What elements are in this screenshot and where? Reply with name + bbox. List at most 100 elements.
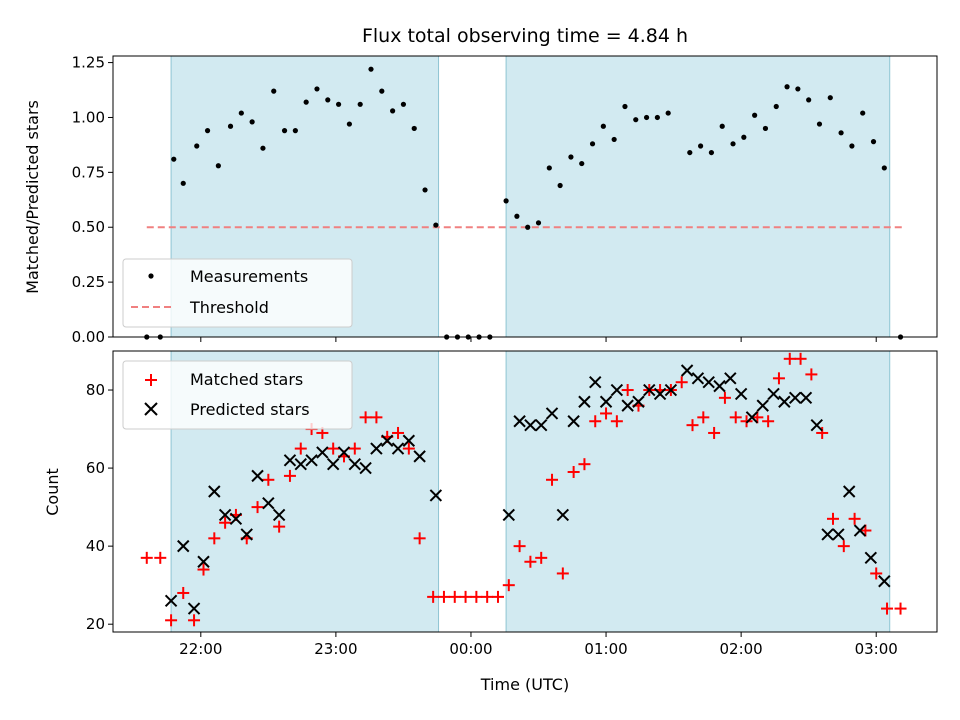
matched-star-point bbox=[600, 407, 613, 420]
measurement-point bbox=[600, 123, 606, 129]
matched-star-point bbox=[470, 590, 483, 603]
measurement-point bbox=[194, 143, 200, 149]
predicted-star-point bbox=[702, 376, 715, 389]
matched-star-point bbox=[675, 376, 688, 389]
matched-star-point bbox=[177, 586, 190, 599]
measurement-point bbox=[698, 143, 704, 149]
measurement-point bbox=[546, 165, 552, 171]
predicted-star-point bbox=[197, 555, 210, 568]
predicted-star-point bbox=[337, 446, 351, 459]
top-y-tick-label: 0.25 bbox=[72, 273, 105, 291]
matched-star-point bbox=[894, 602, 907, 615]
measurement-points bbox=[144, 66, 904, 340]
predicted-star-point bbox=[294, 457, 307, 471]
measurement-point bbox=[870, 139, 877, 145]
matched-star-point bbox=[491, 590, 504, 603]
matched-star-point bbox=[762, 415, 775, 428]
matched-star-point bbox=[826, 512, 839, 525]
top-y-tick-label: 0.50 bbox=[72, 218, 105, 236]
predicted-star-point bbox=[316, 446, 329, 459]
predicted-star-point bbox=[283, 454, 297, 467]
matched-star-point bbox=[165, 614, 178, 627]
measurement-point bbox=[730, 141, 736, 147]
predicted-star-point bbox=[370, 442, 383, 455]
predicted-star-point bbox=[842, 485, 856, 498]
legend-threshold-label: Threshold bbox=[189, 298, 269, 317]
x-tick-label: 03:00 bbox=[855, 640, 898, 658]
matched-star-point bbox=[697, 411, 710, 424]
matched-star-point bbox=[427, 590, 440, 603]
matched-stars-points bbox=[140, 352, 907, 627]
legend-matched-marker bbox=[145, 374, 157, 386]
predicted-star-point bbox=[164, 594, 178, 607]
top-y-axis-label: Matched/Predicted stars bbox=[23, 100, 42, 294]
measurement-point bbox=[762, 125, 769, 132]
predicted-star-point bbox=[502, 508, 515, 522]
predicted-star-point bbox=[240, 528, 253, 541]
matched-star-point bbox=[359, 411, 372, 424]
predicted-star-point bbox=[208, 485, 221, 498]
matched-star-point bbox=[140, 551, 153, 564]
matched-star-point bbox=[524, 555, 537, 568]
x-tick-label: 00:00 bbox=[449, 640, 492, 658]
top-x-ticks bbox=[200, 337, 877, 342]
legend-predicted-marker bbox=[144, 402, 158, 416]
predicted-star-point bbox=[524, 418, 537, 432]
measurement-point bbox=[346, 121, 352, 127]
predicted-star-point bbox=[745, 411, 759, 424]
measurement-point bbox=[643, 114, 650, 121]
predicted-star-point bbox=[713, 379, 726, 393]
measurement-point bbox=[589, 141, 596, 147]
legend-measurements-marker bbox=[148, 273, 154, 279]
measurement-point bbox=[741, 134, 747, 140]
bottom-y-ticks: 20 40 60 80 bbox=[86, 381, 113, 633]
predicted-star-point bbox=[177, 539, 190, 553]
bottom-observing-window-1 bbox=[505, 350, 891, 633]
matched-star-point bbox=[251, 501, 264, 514]
measurement-point bbox=[557, 182, 563, 189]
top-y-ticks: 0.00 0.25 0.50 0.75 1.00 1.25 bbox=[72, 54, 113, 346]
predicted-star-point bbox=[229, 512, 243, 526]
predicted-star-point bbox=[545, 407, 559, 420]
matched-star-point bbox=[327, 442, 340, 455]
measurement-point bbox=[314, 86, 320, 92]
predicted-star-point bbox=[578, 395, 591, 408]
x-axis-label: Time (UTC) bbox=[480, 675, 569, 694]
predicted-star-point bbox=[610, 383, 624, 397]
predicted-star-point bbox=[853, 524, 867, 537]
top-legend-box bbox=[122, 258, 353, 328]
legend-matched-label: Matched stars bbox=[190, 370, 303, 389]
bottom-y-axis-label: Count bbox=[43, 468, 62, 516]
predicted-star-point bbox=[691, 372, 705, 385]
predicted-star-point bbox=[359, 461, 372, 475]
matched-star-point bbox=[848, 512, 861, 525]
matched-star-point bbox=[805, 368, 818, 381]
measurement-point bbox=[215, 163, 221, 169]
matched-star-point bbox=[370, 411, 383, 424]
matched-star-point bbox=[273, 520, 286, 533]
measurement-point bbox=[171, 156, 177, 162]
matched-star-point bbox=[794, 352, 807, 365]
bottom-y-tick-label: 40 bbox=[86, 537, 105, 555]
measurement-point bbox=[568, 154, 574, 160]
bottom-y-tick-label: 60 bbox=[86, 459, 105, 477]
predicted-star-point bbox=[632, 395, 645, 408]
matched-star-point bbox=[348, 442, 361, 455]
matched-star-point bbox=[837, 540, 850, 553]
measurement-point bbox=[281, 128, 288, 134]
measurement-point bbox=[325, 97, 331, 103]
predicted-star-point bbox=[788, 391, 802, 405]
predicted-star-point bbox=[272, 508, 286, 522]
measurement-point bbox=[433, 222, 439, 228]
measurement-point bbox=[379, 88, 385, 94]
matched-star-point bbox=[535, 551, 548, 564]
measurement-point bbox=[687, 149, 693, 156]
measurement-point bbox=[611, 136, 617, 143]
predicted-star-point bbox=[305, 454, 318, 467]
x-tick-label: 22:00 bbox=[179, 640, 222, 658]
matched-star-point bbox=[870, 567, 883, 580]
measurement-point bbox=[400, 101, 407, 107]
top-y-tick-label: 1.00 bbox=[72, 108, 105, 126]
